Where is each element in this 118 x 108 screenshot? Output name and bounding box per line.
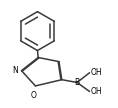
Text: N: N xyxy=(12,66,18,75)
Text: OH: OH xyxy=(90,87,102,96)
Text: OH: OH xyxy=(90,68,102,77)
Text: B: B xyxy=(74,78,80,87)
Text: O: O xyxy=(31,91,37,100)
